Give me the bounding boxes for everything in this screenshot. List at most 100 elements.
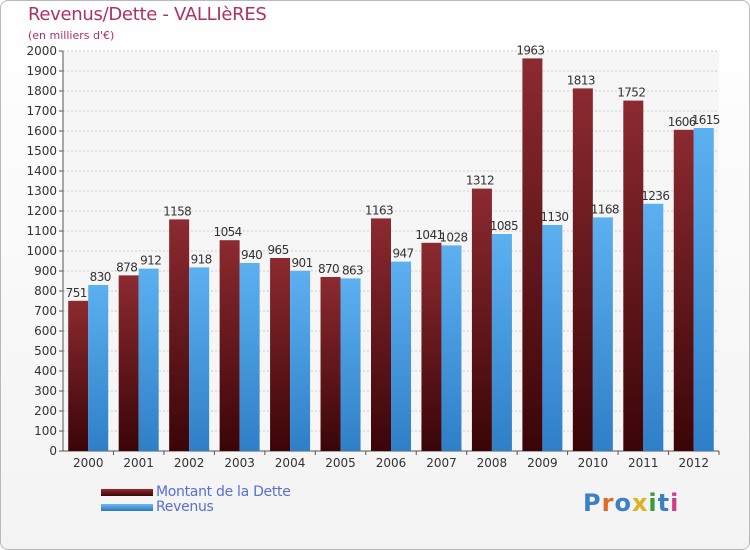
axes: 0 100 200 300 400 500 600 700 800 900 1000 1100 1200… [26, 44, 720, 470]
y-tick-label: 1200 [26, 204, 57, 218]
y-tick-label: 100 [34, 424, 57, 438]
debt-bar [623, 100, 644, 451]
logo-letter: P [583, 489, 602, 517]
debt-value-label: 1158 [163, 204, 191, 218]
logo-letter: t [657, 489, 671, 517]
y-tick-label: 1100 [26, 224, 57, 238]
debt-bar [572, 88, 593, 452]
debt-value-label: 1041 [415, 228, 443, 242]
debt-bar [522, 58, 543, 452]
debt-value-label: 751 [66, 286, 87, 300]
revenue-value-label: 1028 [439, 230, 467, 244]
debt-value-label: 1312 [466, 174, 494, 188]
debt-bar [320, 277, 341, 451]
debt-bar [219, 240, 240, 451]
debt-bar [673, 129, 694, 452]
y-tick-label: 1300 [26, 184, 57, 198]
debt-bar [270, 258, 291, 451]
revenue-value-label: 901 [292, 256, 313, 270]
debt-bar [471, 188, 492, 451]
revenue-value-label: 1130 [540, 210, 568, 224]
debt-value-label: 1606 [668, 115, 696, 129]
y-tick-label: 0 [49, 444, 57, 458]
revenue-bar [643, 203, 664, 451]
x-tick-label: 2011 [628, 456, 659, 470]
x-tick-label: 2005 [325, 456, 356, 470]
y-tick-label: 1900 [26, 64, 57, 78]
proxiti-logo: Proxiti [583, 489, 679, 517]
chart-subtitle: (en milliers d'€) [28, 29, 115, 42]
debt-value-label: 1163 [365, 203, 393, 217]
revenue-bar [88, 285, 109, 451]
legend-item-revenue: Revenus [101, 499, 321, 517]
revenue-bar [441, 245, 462, 451]
y-tick-label: 1000 [26, 244, 57, 258]
revenue-bar [491, 234, 512, 451]
x-tick-label: 2012 [678, 456, 709, 470]
revenue-bar [592, 217, 613, 451]
x-tick-label: 2010 [578, 456, 609, 470]
debt-value-label: 1813 [567, 73, 595, 87]
debt-value-label: 1054 [214, 225, 242, 239]
x-tick-label: 2008 [477, 456, 508, 470]
y-tick-label: 700 [34, 304, 57, 318]
revenue-value-label: 830 [90, 270, 111, 284]
debt-bar [169, 219, 190, 451]
y-tick-label: 900 [34, 264, 57, 278]
revenue-value-label: 940 [241, 248, 262, 262]
x-tick-label: 2002 [174, 456, 205, 470]
revenue-value-label: 912 [140, 254, 161, 268]
legend-item-debt: Montant de la Dette [101, 484, 321, 502]
y-tick-label: 1600 [26, 124, 57, 138]
revenue-bar [189, 267, 210, 451]
x-tick-label: 2001 [123, 456, 154, 470]
debt-bar [421, 242, 442, 451]
y-tick-label: 1400 [26, 164, 57, 178]
legend-swatch-revenue [101, 504, 153, 511]
x-tick-label: 2000 [73, 456, 104, 470]
x-tick-label: 2006 [376, 456, 407, 470]
logo-letter: o [614, 489, 632, 517]
debt-value-label: 965 [268, 243, 289, 257]
legend-label-revenue: Revenus [156, 499, 214, 515]
chart-title: Revenus/Dette - VALLIèRES [28, 4, 267, 25]
x-tick-label: 2003 [224, 456, 255, 470]
y-tick-label: 500 [34, 344, 57, 358]
revenue-bar [138, 268, 159, 451]
debt-value-label: 1963 [516, 43, 544, 57]
revenue-value-label: 918 [191, 252, 212, 266]
debt-value-label: 1752 [617, 86, 645, 100]
logo-letter: i [648, 489, 658, 517]
x-tick-label: 2009 [527, 456, 558, 470]
y-tick-label: 1700 [26, 104, 57, 118]
debt-bar [68, 300, 89, 451]
legend-swatch-debt [101, 489, 153, 496]
revenue-value-label: 1168 [591, 202, 619, 216]
x-tick-label: 2007 [426, 456, 457, 470]
legend-label-debt: Montant de la Dette [156, 484, 291, 500]
y-tick-label: 1500 [26, 144, 57, 158]
logo-letter: x [631, 489, 649, 517]
revenue-bar [290, 270, 311, 451]
revenue-bar [340, 278, 361, 451]
y-tick-label: 400 [34, 364, 57, 378]
y-tick-label: 600 [34, 324, 57, 338]
y-tick-label: 2000 [26, 44, 57, 58]
revenue-bar [391, 261, 411, 451]
x-tick-label: 2004 [275, 456, 306, 470]
y-tick-label: 1800 [26, 84, 57, 98]
revenue-value-label: 1236 [641, 189, 669, 203]
revenue-value-label: 1615 [692, 113, 720, 127]
revenue-bar [542, 225, 563, 451]
revenue-bar [239, 263, 260, 451]
logo-letter: r [601, 489, 615, 517]
bars [68, 58, 714, 452]
debt-value-label: 878 [116, 260, 137, 274]
logo-letter: i [670, 489, 680, 517]
revenue-value-label: 947 [392, 247, 413, 261]
debt-bar [371, 218, 391, 451]
revenue-value-label: 1085 [490, 219, 518, 233]
